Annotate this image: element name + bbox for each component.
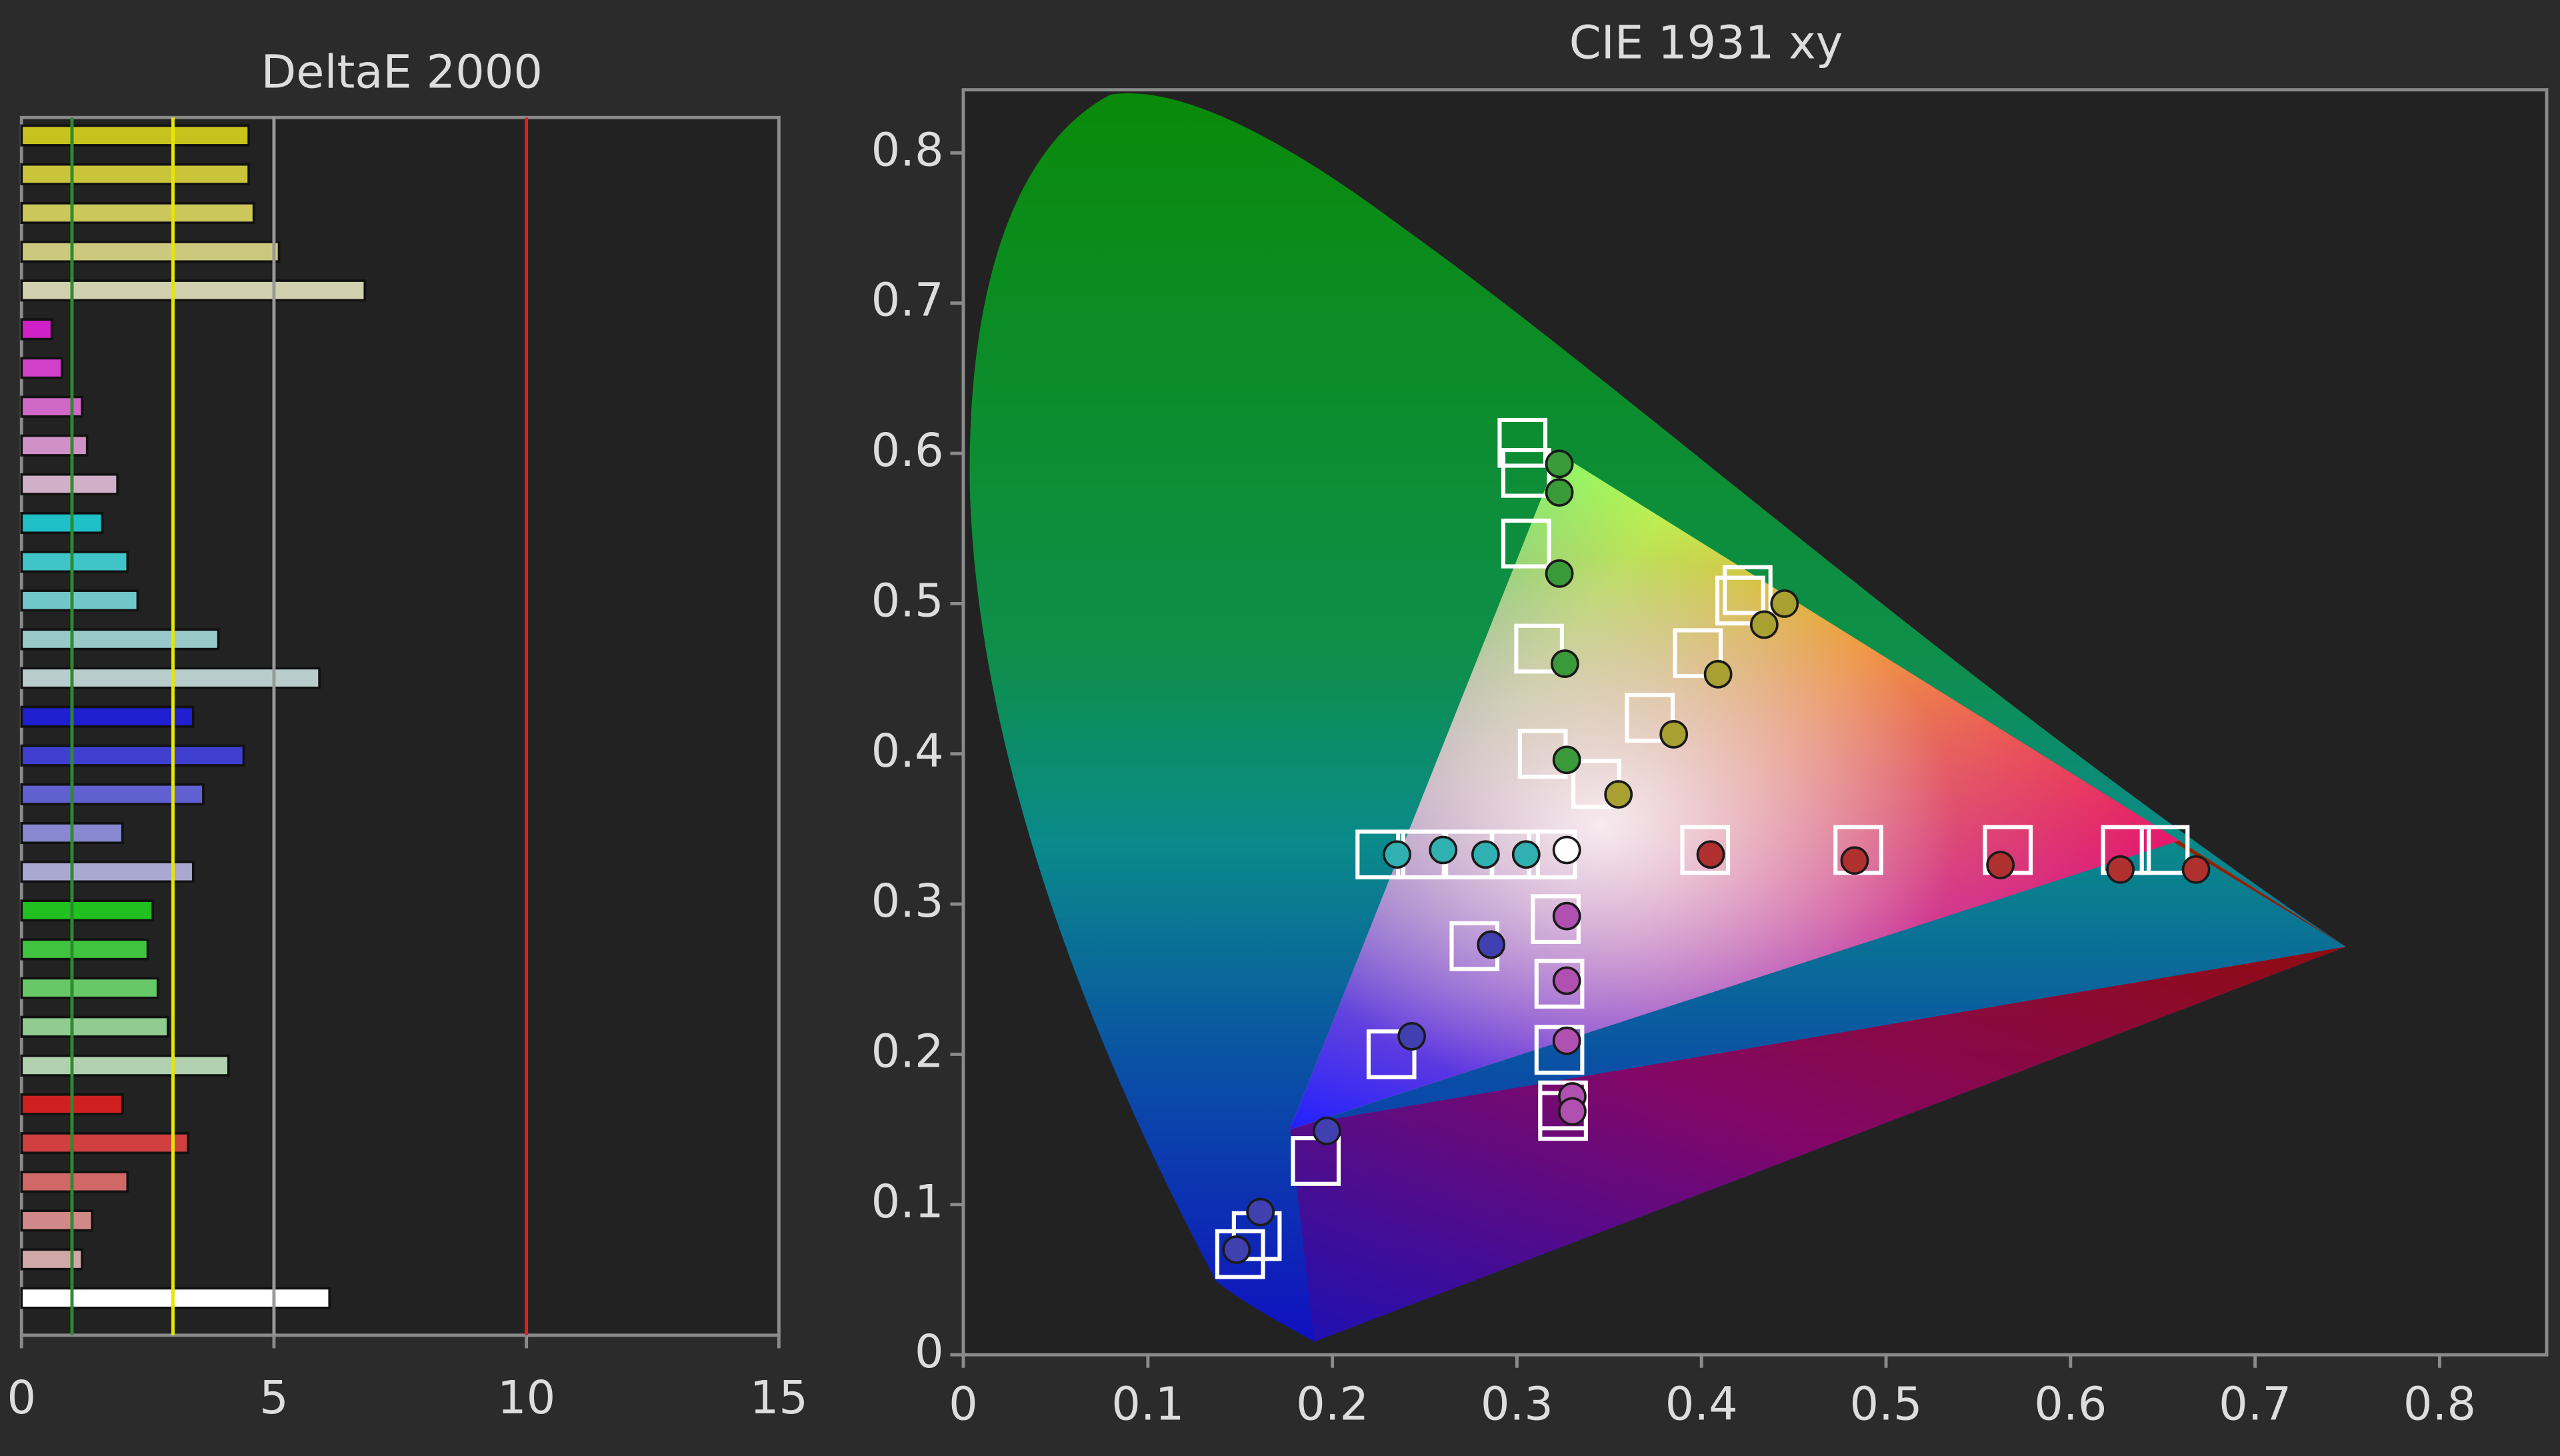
target-marker <box>1501 518 1551 569</box>
bar <box>20 1287 331 1309</box>
measured-marker <box>1659 720 1689 749</box>
bar <box>20 744 245 767</box>
bar <box>20 1171 129 1193</box>
measured-marker <box>1552 745 1581 775</box>
target-marker <box>1497 417 1548 468</box>
x-tick-label: 5 <box>259 1371 289 1425</box>
measured-marker <box>1604 780 1633 809</box>
bar <box>20 1209 94 1232</box>
bar <box>20 511 104 535</box>
y-tick-label: 0.6 <box>871 424 944 477</box>
measured-marker <box>1545 449 1574 479</box>
measured-marker <box>1696 840 1725 869</box>
x-tick-label: 10 <box>497 1371 555 1425</box>
target-marker <box>1673 628 1723 679</box>
measured-marker <box>2181 855 2211 884</box>
bar <box>20 783 205 805</box>
bar <box>20 551 129 573</box>
bar <box>20 938 149 961</box>
measured-marker <box>1471 840 1500 869</box>
x-tick-label: 0.3 <box>1481 1378 1553 1431</box>
x-tick-label: 0.1 <box>1111 1378 1184 1431</box>
y-tick-label: 0.8 <box>871 123 944 177</box>
target-marker <box>1366 1029 1417 1079</box>
target-marker <box>1514 623 1564 674</box>
measured-marker <box>1550 649 1579 678</box>
measured-marker <box>1749 610 1779 639</box>
measured-marker <box>1770 589 1799 618</box>
bar <box>20 628 220 651</box>
measured-marker <box>1397 1022 1427 1051</box>
x-tick-label: 0.8 <box>2403 1378 2476 1431</box>
x-tick-label: 0.2 <box>1296 1378 1369 1431</box>
bar <box>20 977 159 999</box>
bar <box>20 124 250 147</box>
target-marker <box>1715 575 1765 626</box>
y-tick-label: 0 <box>915 1325 944 1379</box>
bar <box>20 899 155 922</box>
bar <box>20 279 367 302</box>
x-tick-label: 0 <box>949 1378 978 1431</box>
bar <box>20 1015 169 1038</box>
measured-marker <box>1986 851 2015 879</box>
measured-marker <box>1545 559 1574 588</box>
measured-marker <box>1383 840 1411 869</box>
measured-marker <box>1545 478 1574 507</box>
chart-title: DeltaE 2000 <box>261 46 543 99</box>
target-marker <box>1534 959 1585 1009</box>
measured-marker <box>1552 901 1581 931</box>
measured-marker <box>1511 840 1541 869</box>
bar <box>20 434 89 457</box>
measured-marker <box>1552 1026 1581 1055</box>
y-tick-label: 0.5 <box>871 574 944 627</box>
bar <box>20 861 195 883</box>
gamut-triangle-white <box>1289 453 2180 1130</box>
y-tick-label: 0.1 <box>871 1175 944 1229</box>
bar <box>20 201 255 225</box>
measured-marker <box>1558 1097 1587 1126</box>
measured-marker <box>1477 930 1506 959</box>
bar <box>20 163 250 185</box>
measured-marker <box>2106 855 2135 884</box>
bar <box>20 589 139 612</box>
measured-marker <box>1552 835 1581 865</box>
bar <box>20 318 53 341</box>
bar <box>20 357 63 379</box>
x-tick-label: 0.6 <box>2034 1378 2107 1431</box>
measured-marker <box>1703 659 1733 689</box>
bar <box>20 1054 230 1077</box>
y-tick-label: 0.2 <box>871 1025 944 1079</box>
x-tick-label: 0.4 <box>1665 1378 1738 1431</box>
x-tick-label: 0.5 <box>1850 1378 1923 1431</box>
target-marker <box>1625 693 1675 743</box>
target-marker <box>1680 825 1731 875</box>
y-tick-label: 0.7 <box>871 274 944 327</box>
measured-marker <box>1312 1116 1341 1145</box>
measured-marker <box>1222 1235 1251 1264</box>
target-marker <box>1534 1025 1585 1075</box>
measured-marker <box>1246 1197 1275 1227</box>
target-marker <box>1723 565 1773 615</box>
measured-marker <box>1429 835 1458 865</box>
bar <box>20 473 119 495</box>
measured-marker <box>1840 846 1869 875</box>
bar <box>20 705 195 728</box>
y-tick-label: 0.4 <box>871 725 944 778</box>
bar <box>20 1132 190 1155</box>
x-tick-label: 0 <box>7 1371 36 1425</box>
y-tick-label: 0.3 <box>871 875 944 928</box>
chart-title: CIE 1931 xy <box>1569 17 1843 70</box>
purple-region <box>1289 947 2346 1342</box>
bar <box>20 241 281 263</box>
x-tick-label: 0.7 <box>2219 1378 2291 1431</box>
cie-diagram <box>969 93 2346 1342</box>
target-marker <box>1215 1229 1265 1279</box>
x-tick-label: 15 <box>750 1371 808 1425</box>
target-marker <box>2139 825 2190 875</box>
measured-marker <box>1552 966 1581 995</box>
